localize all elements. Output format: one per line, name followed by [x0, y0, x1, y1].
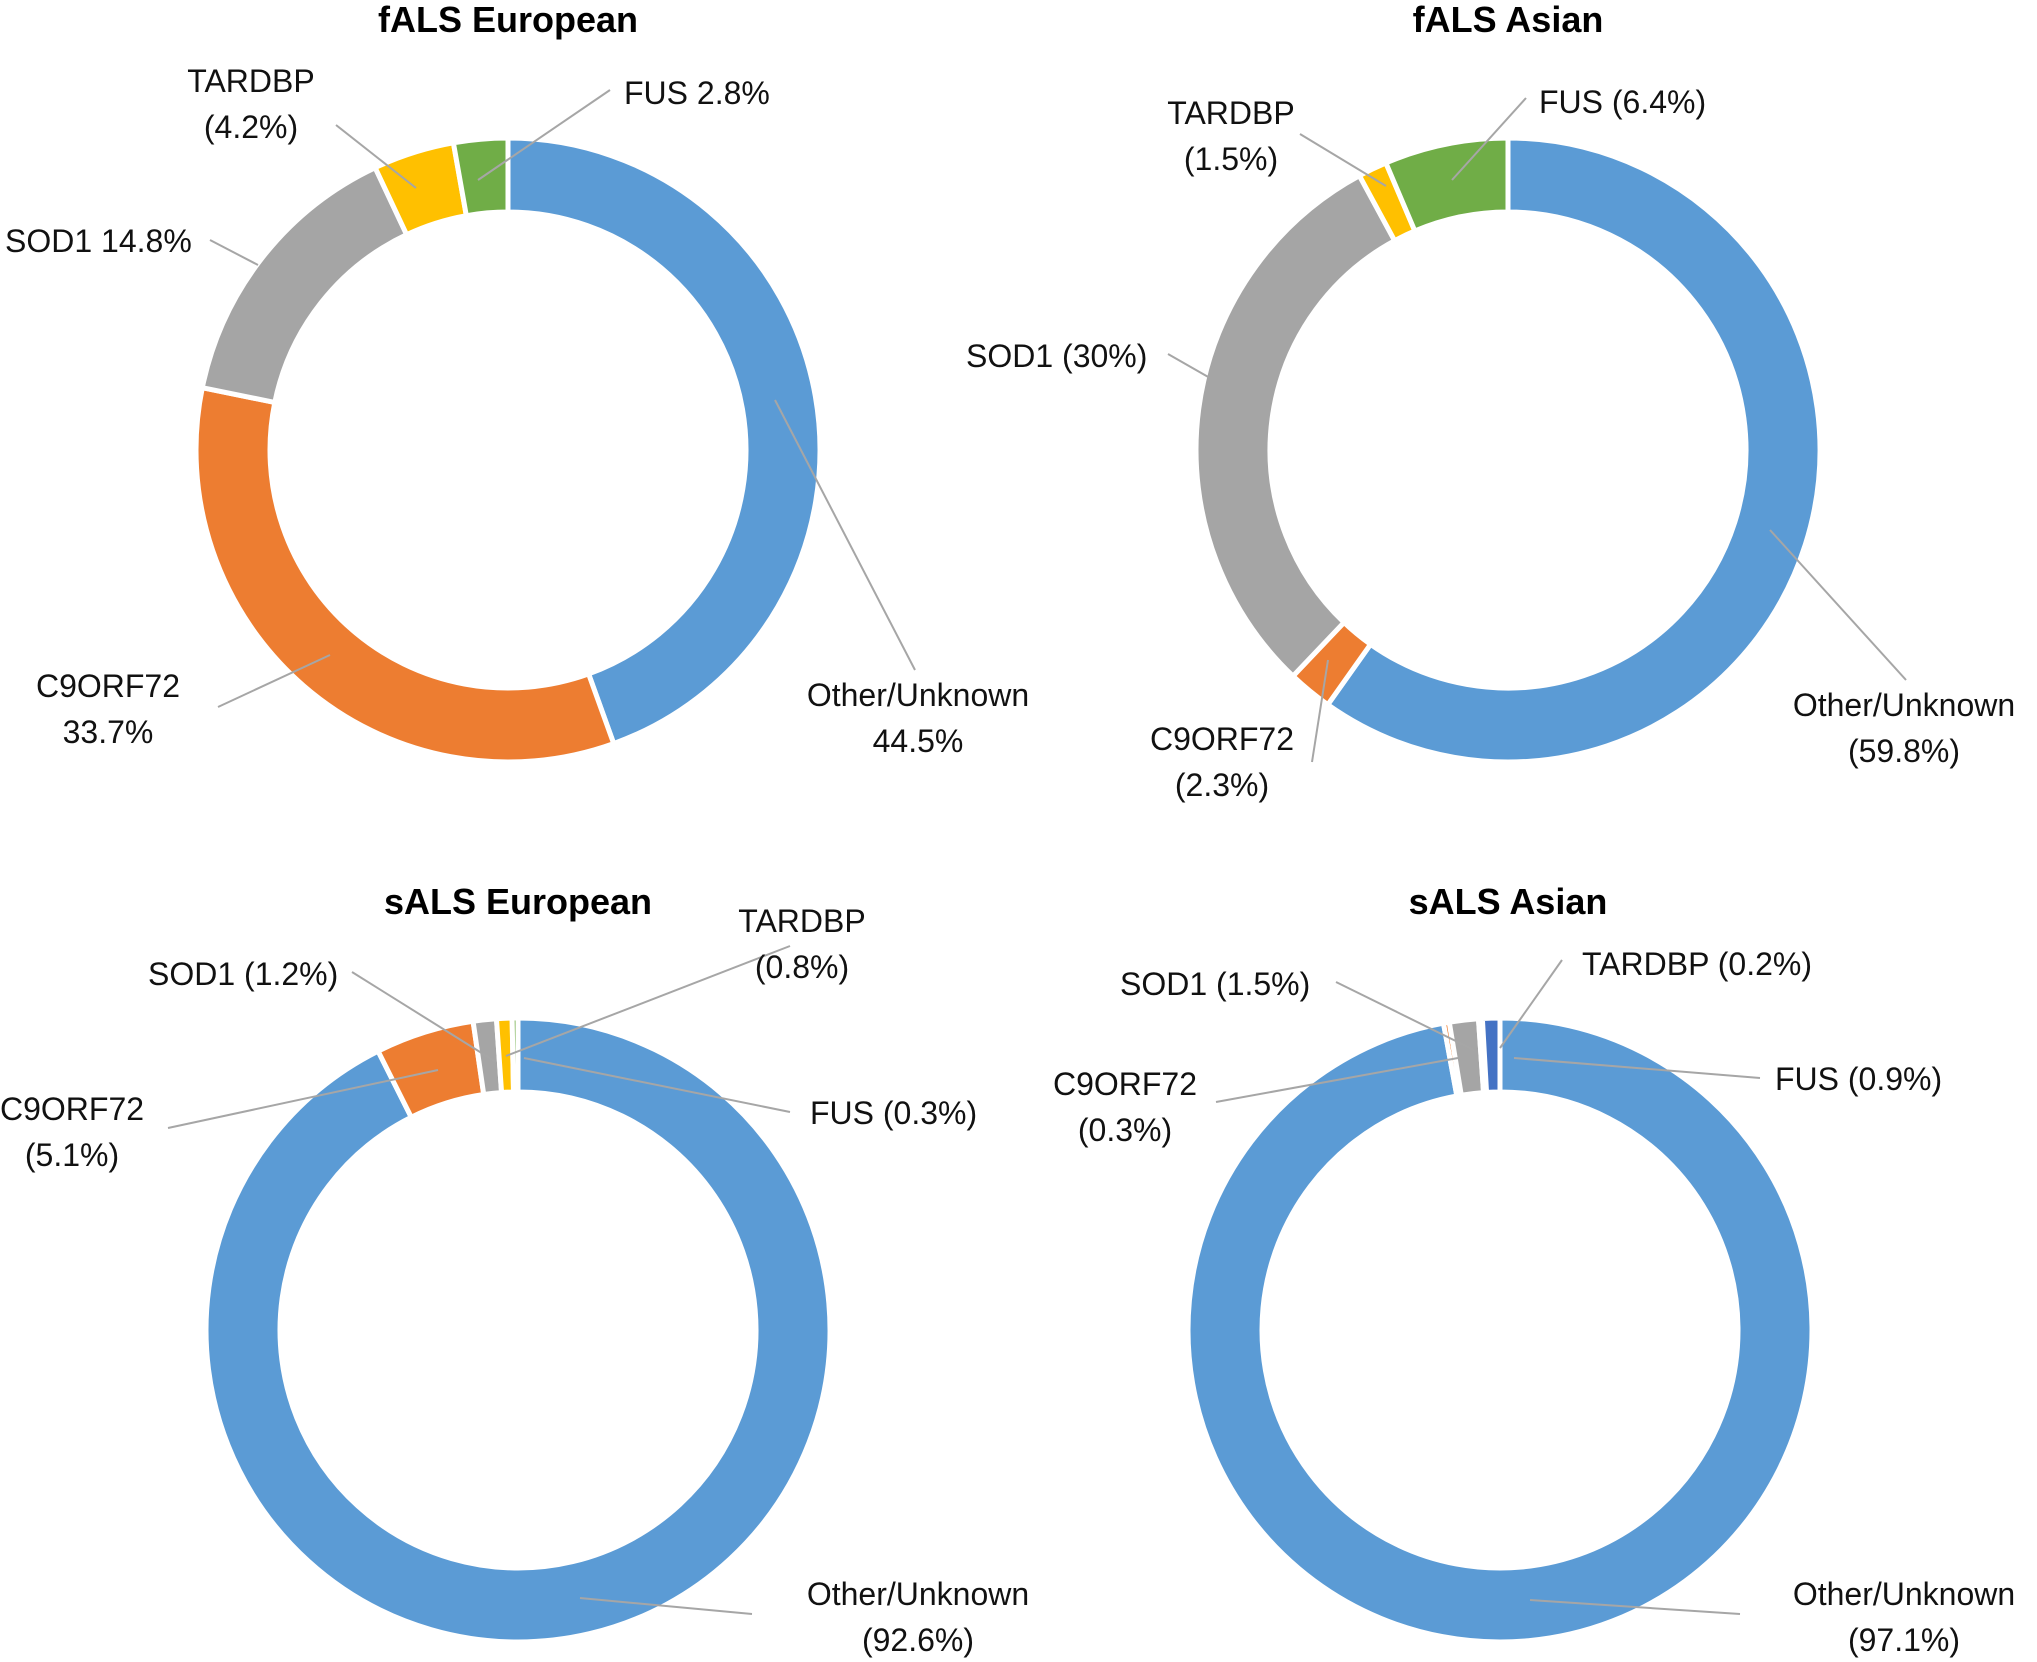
leader-line	[579, 1597, 753, 1615]
slice-other-unknown	[505, 135, 823, 747]
data-label-line: SOD1 (30%)	[966, 338, 1147, 374]
data-label-line: Other/Unknown	[1793, 1576, 2015, 1612]
slice-fus	[450, 135, 511, 219]
data-label-line: SOD1 14.8%	[5, 223, 192, 259]
data-label-line: (92.6%)	[862, 1622, 974, 1658]
data-label: SOD1 (1.5%)	[1120, 966, 1310, 1002]
data-label: TARDBP (4.2%)	[187, 63, 314, 145]
data-label-line: (0.8%)	[755, 949, 849, 985]
leader-line	[505, 945, 791, 1057]
data-label-line: TARDBP	[1167, 95, 1294, 131]
leader-line	[1167, 353, 1211, 379]
leader-line	[1529, 1599, 1741, 1615]
data-label-line: FUS (0.9%)	[1775, 1061, 1942, 1097]
data-label-line: (0.3%)	[1078, 1112, 1172, 1148]
leader-line	[1499, 959, 1563, 1049]
data-label-line: C9ORF72	[1150, 721, 1294, 757]
slice-c9orf72	[193, 384, 617, 765]
leader-line	[477, 89, 611, 181]
data-label-line: (59.8%)	[1848, 733, 1960, 769]
data-label: C9ORF72 (0.3%)	[1053, 1066, 1197, 1148]
data-label: Other/Unknown 44.5%	[807, 677, 1029, 759]
slice-sod1	[1193, 172, 1399, 680]
data-label-line: (1.5%)	[1184, 141, 1278, 177]
leader-line	[774, 399, 916, 671]
slice-other-unknown	[1185, 1015, 1815, 1645]
data-label: FUS 2.8%	[624, 75, 770, 111]
data-label: SOD1 14.8%	[5, 223, 192, 259]
data-label-line: FUS 2.8%	[624, 75, 770, 111]
slice-other-unknown	[1324, 135, 1823, 765]
data-label: SOD1 (1.2%)	[148, 956, 338, 992]
data-label: C9ORF72 33.7%	[36, 668, 180, 750]
donut-chart-4: sALS Asian Other/Unknown (97.1%) C9ORF72 (0.…	[1053, 881, 2015, 1658]
leader-line	[1215, 1057, 1459, 1103]
leader-line	[1335, 981, 1475, 1051]
data-label-line: SOD1 (1.2%)	[148, 956, 338, 992]
data-label: TARDBP (0.2%)	[1582, 946, 1812, 982]
data-label: Other/Unknown (97.1%)	[1793, 1576, 2015, 1658]
data-label: C9ORF72 (2.3%)	[1150, 721, 1294, 803]
data-label: FUS (0.9%)	[1775, 1061, 1942, 1097]
data-label-line: C9ORF72	[1053, 1066, 1197, 1102]
data-label-line: 44.5%	[873, 723, 964, 759]
data-label: SOD1 (30%)	[966, 338, 1147, 374]
slice-fus	[1382, 135, 1511, 235]
data-label: Other/Unknown (92.6%)	[807, 1576, 1029, 1658]
data-label-line: C9ORF72	[36, 668, 180, 704]
slice-other-unknown	[203, 1015, 833, 1645]
slice-fus	[1479, 1015, 1503, 1096]
data-label-line: Other/Unknown	[1793, 687, 2015, 723]
slice-fus	[509, 1015, 521, 1095]
chart-title: fALS European	[378, 0, 638, 40]
data-label: FUS (6.4%)	[1539, 84, 1706, 120]
leader-line	[1451, 97, 1527, 181]
leader-line	[209, 239, 259, 266]
leader-line	[351, 971, 497, 1063]
leader-line	[1299, 133, 1387, 187]
leader-line	[523, 1057, 791, 1113]
data-label-line: (4.2%)	[204, 109, 298, 145]
leader-line	[167, 1069, 439, 1129]
donut-chart-1: fALS European Other/Unknown 44.5% C9ORF72 33…	[5, 0, 1029, 765]
data-label-line: TARDBP	[187, 63, 314, 99]
leader-line	[1769, 529, 1907, 681]
data-label: FUS (0.3%)	[810, 1095, 977, 1131]
slice-sod1	[199, 164, 410, 406]
data-label-line: (5.1%)	[25, 1137, 119, 1173]
leader-line	[217, 654, 331, 708]
leader-line	[1513, 1057, 1761, 1079]
chart-title: fALS Asian	[1413, 0, 1604, 40]
data-label: Other/Unknown (59.8%)	[1793, 687, 2015, 769]
data-label-line: (2.3%)	[1175, 767, 1269, 803]
data-label: TARDBP (0.8%)	[738, 903, 865, 985]
chart-title: sALS European	[384, 881, 652, 922]
data-label-line: SOD1 (1.5%)	[1120, 966, 1310, 1002]
data-label-line: (97.1%)	[1848, 1622, 1960, 1658]
data-label-line: C9ORF72	[0, 1091, 144, 1127]
data-label: TARDBP (1.5%)	[1167, 95, 1294, 177]
data-label: C9ORF72 (5.1%)	[0, 1091, 144, 1173]
donut-chart-3: sALS European Other/Unknown (92.6%) C9ORF72…	[0, 881, 1029, 1658]
chart-title: sALS Asian	[1409, 881, 1608, 922]
data-label-line: FUS (6.4%)	[1539, 84, 1706, 120]
data-label-line: TARDBP	[738, 903, 865, 939]
data-label-line: Other/Unknown	[807, 677, 1029, 713]
leader-line	[335, 124, 417, 189]
data-label-line: FUS (0.3%)	[810, 1095, 977, 1131]
leader-line	[1311, 659, 1329, 763]
data-label-line: Other/Unknown	[807, 1576, 1029, 1612]
data-label-line: 33.7%	[63, 714, 154, 750]
data-label-line: TARDBP (0.2%)	[1582, 946, 1812, 982]
donut-chart-2: fALS Asian Other/Unknown (59.8%) C9ORF72 (2.…	[966, 0, 2015, 803]
